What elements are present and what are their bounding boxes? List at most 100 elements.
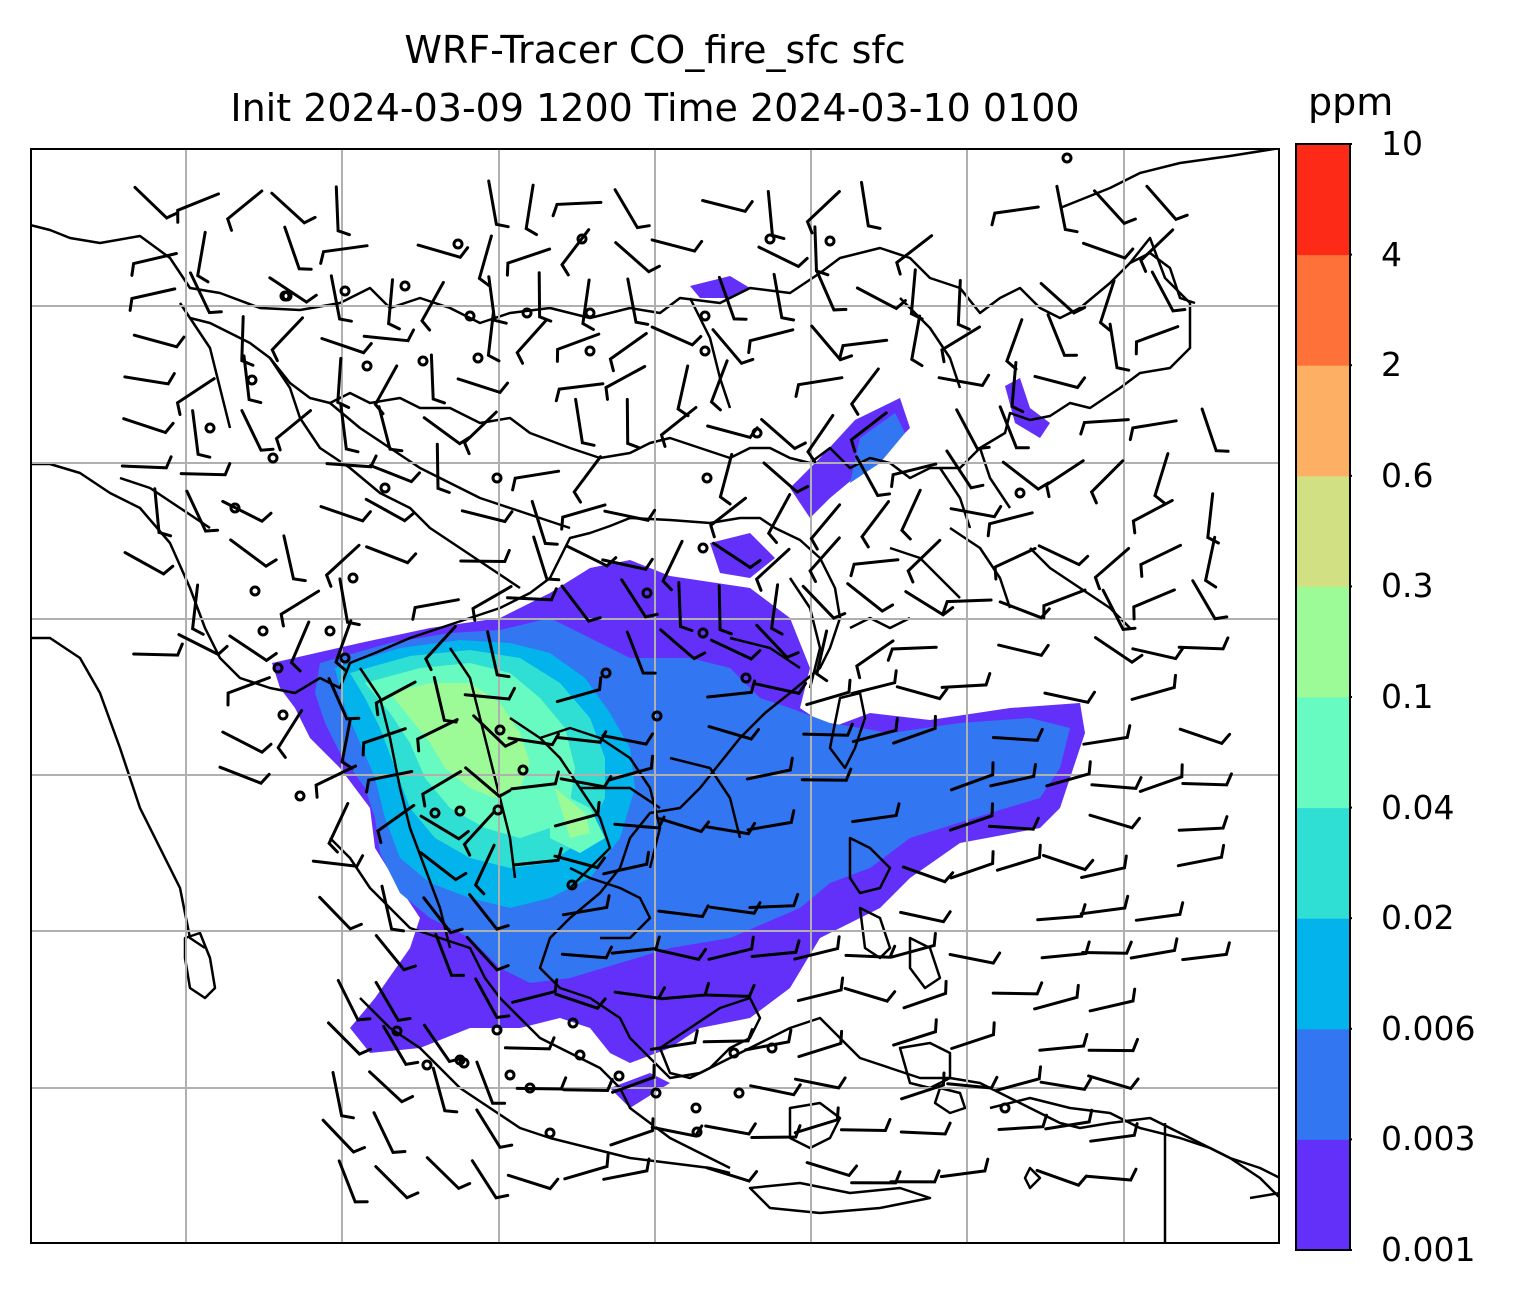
- wind-barb: [1045, 760, 1092, 788]
- wind-barb: [602, 1157, 651, 1181]
- wind-barb: [899, 910, 952, 924]
- wind-barb: [319, 244, 369, 265]
- wind-barb: [122, 417, 175, 435]
- wind-barb: [613, 986, 666, 1000]
- wind-barb: [986, 511, 1034, 538]
- wind-barb: [706, 424, 759, 440]
- wind-barb: [890, 462, 938, 489]
- wind-barb: [380, 884, 405, 933]
- wind-barb: [851, 802, 901, 824]
- wind-barb: [995, 1065, 1042, 1092]
- wind-barb: [704, 1122, 757, 1136]
- wind-barb: [1101, 588, 1137, 631]
- calm-wind-circle: [521, 307, 533, 319]
- wind-barb: [900, 1071, 946, 1101]
- wind-barb: [941, 598, 993, 615]
- wind-barb: [849, 367, 880, 416]
- wind-barb: [1108, 322, 1131, 372]
- wind-barb: [196, 230, 210, 284]
- wind-barb: [649, 1029, 699, 1051]
- wind-barb: [650, 1124, 704, 1138]
- wind-barb: [419, 814, 470, 841]
- wind-barb: [364, 497, 416, 523]
- wind-barb: [221, 730, 273, 755]
- wind-barb: [422, 1023, 463, 1064]
- wind-barb: [899, 1121, 952, 1136]
- wind-barb: [420, 280, 445, 332]
- wind-barb: [810, 324, 854, 362]
- wind-barb: [268, 276, 318, 304]
- wind-barb: [336, 356, 351, 409]
- wind-barb: [850, 669, 898, 695]
- wind-barb: [374, 680, 417, 717]
- wind-barb: [608, 332, 648, 373]
- wind-barb: [416, 243, 470, 260]
- wind-barb: [240, 409, 275, 452]
- co-plume-level-6: [390, 683, 590, 838]
- calm-wind-circle: [999, 1102, 1011, 1114]
- wind-barb: [372, 1111, 407, 1154]
- wind-barb: [793, 1106, 840, 1135]
- wind-barb: [650, 325, 703, 347]
- wind-barb: [228, 634, 278, 663]
- calm-wind-circle: [576, 233, 588, 245]
- wind-barb: [860, 180, 882, 230]
- wind-barb: [1044, 1108, 1094, 1131]
- calm-wind-circle: [494, 724, 506, 736]
- wind-barb: [505, 247, 552, 277]
- colorbar-unit: ppm: [1308, 80, 1394, 124]
- wind-barb: [1042, 853, 1095, 872]
- wind-barb: [1055, 184, 1079, 234]
- wind-barb: [1098, 279, 1116, 332]
- wind-barb: [553, 800, 601, 828]
- wind-barb: [1044, 459, 1085, 499]
- wind-barb: [806, 414, 835, 464]
- wind-barb: [321, 1118, 366, 1154]
- wind-barb: [123, 372, 176, 386]
- wind-barb: [997, 643, 1050, 657]
- colorbar-segment: [1296, 254, 1350, 366]
- map-frame: [30, 148, 1280, 1244]
- wind-barb: [902, 979, 948, 1010]
- wind-barb: [374, 1165, 420, 1200]
- country-borders: [119, 297, 1131, 949]
- calm-wind-circle: [492, 804, 504, 816]
- wind-barb: [337, 1159, 369, 1204]
- wind-barb: [123, 551, 175, 576]
- wind-barb: [1046, 313, 1078, 357]
- wind-barb: [998, 600, 1051, 620]
- wind-barb: [574, 397, 596, 447]
- wind-barb: [886, 645, 938, 662]
- colorbar-segment: [1296, 1139, 1350, 1251]
- wind-barb: [435, 442, 451, 494]
- wind-barb: [339, 403, 360, 454]
- calm-wind-circle: [517, 764, 529, 776]
- wind-barb: [948, 951, 1002, 965]
- calm-wind-circle: [391, 1025, 403, 1037]
- wind-barb: [1093, 189, 1137, 226]
- wind-barb: [554, 992, 607, 1010]
- wind-barb: [1010, 361, 1025, 414]
- wind-barb: [659, 406, 698, 448]
- wind-barb: [487, 275, 508, 325]
- calm-wind-circle: [491, 472, 503, 484]
- wind-barb: [709, 359, 729, 412]
- calm-wind-circle: [339, 285, 351, 297]
- wind-barb: [769, 583, 784, 636]
- wind-barb: [744, 1028, 793, 1052]
- wind-barb: [991, 981, 1044, 996]
- wind-barb: [524, 183, 538, 237]
- wind-barb: [760, 418, 807, 451]
- wind-barb: [456, 377, 510, 395]
- wind-barb: [365, 545, 418, 565]
- wind-barb: [382, 1024, 420, 1066]
- wind-barb: [311, 854, 365, 868]
- wind-barb: [755, 623, 800, 660]
- wind-barb: [614, 241, 661, 274]
- wind-barb: [712, 541, 762, 570]
- wind-barb: [512, 847, 563, 867]
- wind-barb: [475, 1108, 514, 1149]
- wind-barb: [515, 1076, 568, 1091]
- wind-barb: [949, 761, 995, 792]
- wind-barb: [793, 935, 841, 961]
